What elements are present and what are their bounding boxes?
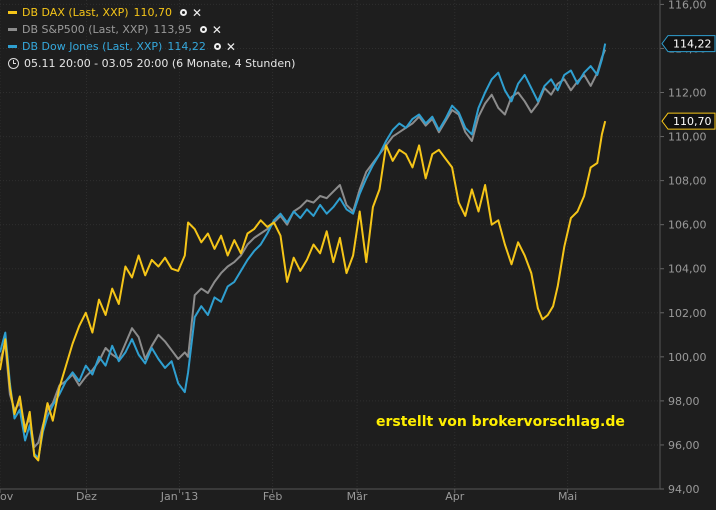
close-icon[interactable]: ✕ bbox=[192, 5, 203, 20]
watermark: erstellt von brokervorschlag.de bbox=[376, 414, 625, 430]
price-label-box bbox=[661, 35, 716, 53]
y-tick-label: 108,00 bbox=[668, 175, 707, 188]
y-tick-label: 112,00 bbox=[668, 87, 707, 100]
y-tick-label: 104,00 bbox=[668, 263, 707, 276]
y-tick-label: 102,00 bbox=[668, 307, 707, 320]
y-tick-label: 110,00 bbox=[668, 131, 707, 144]
legend-row-dow[interactable]: DB Dow Jones (Last, XXP) 114,22 ✕ bbox=[8, 38, 295, 55]
price-label-text: 110,70 bbox=[673, 115, 712, 128]
legend-value-dax: 110,70 bbox=[133, 6, 173, 19]
x-tick-label: Dez bbox=[76, 490, 97, 503]
y-tick-label: 94,00 bbox=[668, 483, 700, 496]
close-icon[interactable]: ✕ bbox=[225, 39, 236, 54]
x-tick-label: Mär bbox=[347, 490, 368, 503]
series-line-dow[interactable] bbox=[0, 43, 607, 460]
period-row: 05.11 20:00 - 03.05 20:00 (6 Monate, 4 S… bbox=[8, 55, 295, 72]
price-label: 110,70 bbox=[661, 112, 716, 130]
legend: DB DAX (Last, XXP) 110,70 ✕ DB S&P500 (L… bbox=[8, 4, 295, 72]
y-tick-label: 98,00 bbox=[668, 395, 700, 408]
settings-circle-icon[interactable] bbox=[180, 9, 188, 16]
legend-label-sp500: DB S&P500 (Last, XXP) bbox=[22, 23, 149, 36]
x-tick-label: Apr bbox=[445, 490, 465, 503]
axes: 94,00 96,00 98,00 100,00 102,00 104,00 106,00 1… bbox=[0, 0, 707, 503]
series-line-sp500[interactable] bbox=[0, 49, 607, 449]
series-line-dax[interactable] bbox=[0, 120, 607, 462]
gridlines bbox=[0, 0, 660, 490]
period-text: 05.11 20:00 - 03.05 20:00 (6 Monate, 4 S… bbox=[24, 57, 296, 70]
series-swatch-dax bbox=[8, 11, 17, 14]
x-tick-label: ov bbox=[0, 490, 14, 503]
legend-row-dax[interactable]: DB DAX (Last, XXP) 110,70 ✕ bbox=[8, 4, 295, 21]
series-layer bbox=[0, 43, 607, 462]
x-tick-label: Feb bbox=[263, 490, 282, 503]
y-tick-label: 106,00 bbox=[668, 219, 707, 232]
price-label-box bbox=[661, 112, 716, 130]
y-tick-label: 116,00 bbox=[668, 0, 707, 11]
x-tick-label: Mai bbox=[558, 490, 577, 503]
legend-value-sp500: 113,95 bbox=[153, 23, 192, 36]
settings-circle-icon[interactable] bbox=[213, 43, 221, 50]
x-tick-label: Jan '13 bbox=[160, 490, 198, 503]
legend-label-dax: DB DAX (Last, XXP) bbox=[22, 6, 129, 19]
legend-row-sp500[interactable]: DB S&P500 (Last, XXP) 113,95 ✕ bbox=[8, 21, 295, 38]
price-label-text: 114,22 bbox=[673, 38, 712, 51]
settings-circle-icon[interactable] bbox=[199, 26, 207, 33]
y-tick-label: 96,00 bbox=[668, 439, 700, 452]
price-labels: 114,22 110,70 bbox=[661, 35, 716, 130]
series-swatch-dow bbox=[8, 45, 17, 48]
legend-value-dow: 114,22 bbox=[167, 40, 206, 53]
close-icon[interactable]: ✕ bbox=[211, 22, 222, 37]
price-label: 114,22 bbox=[661, 35, 716, 53]
y-tick-label: 100,00 bbox=[668, 351, 707, 364]
clock-icon bbox=[8, 58, 19, 69]
series-swatch-sp500 bbox=[8, 28, 17, 31]
legend-label-dow: DB Dow Jones (Last, XXP) bbox=[22, 40, 163, 53]
